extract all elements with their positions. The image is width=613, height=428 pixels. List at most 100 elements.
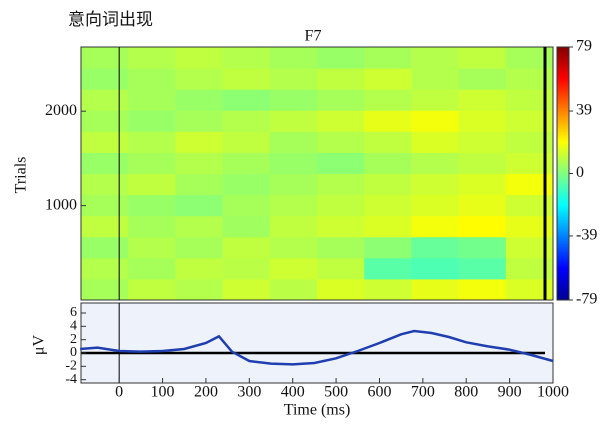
heat-cell	[128, 236, 176, 259]
heat-cell	[317, 257, 365, 280]
heat-cell	[411, 257, 460, 280]
plot-background	[80, 302, 554, 384]
heat-cell	[175, 257, 224, 280]
heat-cell	[269, 194, 318, 217]
heat-cell	[458, 278, 507, 301]
heat-cell	[269, 131, 318, 153]
heat-cell	[175, 194, 224, 217]
plot-frame	[80, 46, 554, 301]
heat-cell	[222, 47, 271, 69]
heat-cell	[175, 215, 224, 238]
heat-cell	[81, 257, 129, 280]
heat-cell	[364, 173, 412, 196]
heat-cell	[269, 152, 318, 174]
heat-cell	[128, 47, 176, 69]
heat-cell	[175, 173, 224, 196]
x-tick-label: 800	[454, 384, 478, 401]
heat-cell	[175, 89, 224, 111]
heat-cell	[411, 236, 460, 259]
heat-cell	[269, 236, 318, 259]
heat-cell	[317, 89, 365, 111]
heat-cell	[128, 110, 176, 132]
y-tick-label: 0	[70, 345, 77, 360]
heat-cell	[364, 194, 412, 217]
heat-cell	[458, 194, 507, 217]
heat-cell	[317, 173, 365, 196]
heat-cell	[269, 278, 318, 301]
heat-cell	[269, 89, 318, 111]
heat-cell	[505, 215, 554, 238]
heat-cell	[175, 68, 224, 90]
heat-cell	[411, 131, 460, 153]
heat-cell	[317, 68, 365, 90]
heat-cell	[317, 278, 365, 301]
heat-cell	[411, 173, 460, 196]
colorbar-tick-label: 79	[576, 38, 592, 55]
heat-cell	[128, 278, 176, 301]
heat-cell	[458, 215, 507, 238]
heat-cell	[364, 215, 412, 238]
y-axis-label: μV	[31, 334, 48, 355]
heat-cell	[317, 152, 365, 174]
heat-cell	[222, 68, 271, 90]
heat-cell	[317, 131, 365, 153]
x-tick-label: 900	[498, 384, 522, 401]
heat-cell	[128, 68, 176, 90]
heat-cell	[505, 152, 554, 174]
heat-cell	[175, 152, 224, 174]
heat-cell	[269, 173, 318, 196]
heat-cell	[364, 47, 412, 69]
heat-cell	[458, 257, 507, 280]
heat-cell	[458, 173, 507, 196]
heat-cell	[269, 110, 318, 132]
heat-cell	[364, 68, 412, 90]
heat-cell	[364, 131, 412, 153]
heat-cell	[364, 278, 412, 301]
colorbar-tick-label: -39	[576, 227, 597, 244]
heat-cell	[222, 236, 271, 259]
heat-cell	[317, 215, 365, 238]
heat-cell	[128, 173, 176, 196]
heat-cell	[128, 152, 176, 174]
colorbar-tick-label: 39	[576, 102, 592, 119]
y-tick-label: 4	[70, 319, 77, 334]
heat-cell	[81, 278, 129, 301]
heat-cell	[505, 257, 554, 280]
heat-cell	[175, 278, 224, 301]
x-tick-label: 200	[194, 384, 218, 401]
heat-cell	[317, 194, 365, 217]
y-tick-label: 2	[70, 332, 77, 347]
heat-cell	[364, 152, 412, 174]
heat-cell	[364, 236, 412, 259]
annotation: 意向词出现	[68, 10, 153, 30]
heat-cell	[128, 194, 176, 217]
heat-cell	[81, 131, 129, 153]
heat-cell	[269, 47, 318, 69]
heat-cell	[411, 110, 460, 132]
x-tick-label: 100	[151, 384, 175, 401]
x-tick-label: 400	[281, 384, 305, 401]
heat-cell	[505, 236, 554, 259]
x-tick-label: 600	[367, 384, 391, 401]
heat-cell	[222, 278, 271, 301]
heat-cell	[269, 257, 318, 280]
heat-cell	[458, 110, 507, 132]
heat-cell	[364, 89, 412, 111]
heat-cell	[317, 110, 365, 132]
heat-cell	[175, 131, 224, 153]
heat-cell	[222, 131, 271, 153]
x-tick-label: 0	[115, 384, 123, 401]
heat-cell	[81, 173, 129, 196]
erp-line	[80, 329, 554, 366]
heat-cell	[175, 236, 224, 259]
heat-cell	[128, 257, 176, 280]
x-axis-label: Time (ms)	[284, 402, 351, 419]
heat-cell	[81, 152, 129, 174]
heat-cell	[364, 110, 412, 132]
heat-cell	[364, 257, 412, 280]
heat-cell	[458, 47, 507, 69]
heat-cell	[128, 89, 176, 111]
heat-cell	[175, 47, 224, 69]
heat-cell	[81, 47, 129, 69]
